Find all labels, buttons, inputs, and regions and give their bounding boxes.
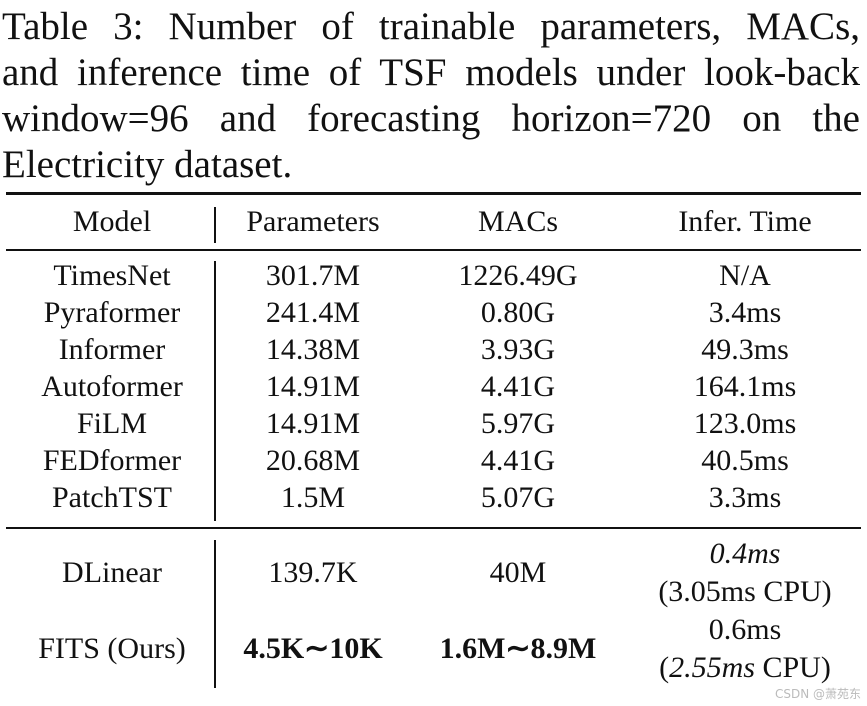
column-divider [214, 540, 216, 688]
cell-text: 14.38M [265, 333, 361, 366]
cell-text: FEDformer [42, 444, 182, 477]
cell-text: 14.91M [265, 370, 361, 403]
cell-text: 40M [489, 556, 547, 589]
cell-text: TimesNet [53, 259, 171, 292]
table-cell: 49.3ms [701, 333, 789, 367]
table-cell: 1.6M∼8.9M [440, 632, 597, 666]
group-rule [6, 527, 861, 529]
table-cell: 40M [490, 556, 547, 590]
caption-line: Electricity dataset. [2, 143, 293, 186]
table-cell: Pyraformer [44, 296, 181, 330]
table-cell: 4.41G [481, 370, 555, 404]
table-cell: Autoformer [41, 370, 183, 404]
table-cell: 14.91M [266, 407, 360, 441]
table-cell: PatchTST [52, 481, 172, 515]
cell-text: 4.41G [480, 370, 556, 403]
table-cell: FiLM [77, 407, 147, 441]
cell-text: DLinear [62, 556, 162, 589]
cell-text: 2.55ms [669, 651, 755, 684]
cell-text: 241.4M [265, 296, 361, 329]
cell-text: N/A [719, 259, 771, 292]
cell-text: 5.97G [480, 407, 556, 440]
cell-text: 3.4ms [708, 296, 782, 329]
caption-line: and inference time of TSF models under l… [2, 51, 860, 94]
table-cell: 4.5K∼10K [243, 632, 382, 666]
table-cell: Infer. Time [678, 205, 811, 239]
table-cell: FITS (Ours) [38, 632, 186, 666]
cell-text: Pyraformer [43, 296, 181, 329]
cell-text: (3.05ms CPU) [658, 575, 832, 608]
table-cell: 0.80G [481, 296, 555, 330]
table-cell: 241.4M [266, 296, 360, 330]
table-cell: (2.55ms CPU) [659, 651, 831, 685]
table-cell: N/A [719, 259, 771, 293]
cell-text: 0.80G [480, 296, 556, 329]
cell-text: 1.6M∼8.9M [439, 632, 597, 665]
table-cell: 14.91M [266, 370, 360, 404]
table-cell: 139.7K [268, 556, 357, 590]
table-cell: 3.4ms [709, 296, 782, 330]
table-cell: 40.5ms [701, 444, 789, 478]
cell-text: Informer [58, 333, 166, 366]
caption-line: window=96 and forecasting horizon=720 on… [2, 97, 860, 140]
cell-text: 40.5ms [701, 444, 789, 477]
cell-text: Model [72, 205, 152, 238]
cell-text: 139.7K [268, 556, 358, 589]
table-cell: 5.07G [481, 481, 555, 515]
watermark: CSDN @萧苑东 [774, 687, 861, 701]
cell-text: FiLM [76, 407, 148, 440]
cell-text: 14.91M [265, 407, 361, 440]
table-cell: 123.0ms [694, 407, 797, 441]
table-cell: 3.3ms [709, 481, 782, 515]
cell-text: FITS (Ours) [38, 632, 186, 665]
table-cell: DLinear [62, 556, 162, 590]
table-cell: (3.05ms CPU) [658, 575, 831, 609]
cell-text: 0.6ms [708, 613, 782, 646]
table-cell: Model [73, 205, 151, 239]
table-cell: 14.38M [266, 333, 360, 367]
table-cell: 301.7M [266, 259, 360, 293]
top-rule [6, 192, 861, 195]
table-cell: 3.93G [481, 333, 555, 367]
cell-text: 5.07G [480, 481, 556, 514]
cell-text: 20.68M [265, 444, 361, 477]
cell-text: Infer. Time [678, 205, 812, 238]
table-cell: 1.5M [281, 481, 345, 515]
table-cell: 4.41G [481, 444, 555, 478]
cell-text: Parameters [246, 205, 380, 238]
cell-text: 49.3ms [701, 333, 789, 366]
column-divider [214, 261, 216, 521]
table-cell: 1226.49G [458, 259, 577, 293]
table-cell: TimesNet [53, 259, 170, 293]
cell-text: 4.5K∼10K [243, 632, 383, 665]
cell-text: 123.0ms [693, 407, 797, 440]
cell-text: Autoformer [41, 370, 183, 403]
cell-text: ( [659, 651, 670, 684]
cell-text: 164.1ms [693, 370, 797, 403]
cell-text: 4.41G [480, 444, 556, 477]
cell-text: 301.7M [265, 259, 361, 292]
table-cell: 20.68M [266, 444, 360, 478]
table-cell: 0.6ms [709, 613, 782, 647]
cell-text: 1.5M [280, 481, 346, 514]
cell-text: 1226.49G [458, 259, 578, 292]
table-cell: MACs [478, 205, 558, 239]
table-cell: 0.4ms [710, 537, 781, 571]
cell-text: 3.3ms [708, 481, 782, 514]
cell-text: CPU) [754, 651, 831, 684]
table-cell: Parameters [246, 205, 379, 239]
table-cell: 5.97G [481, 407, 555, 441]
table-cell: 164.1ms [694, 370, 797, 404]
cell-text: 0.4ms [709, 537, 781, 570]
header-rule [6, 249, 861, 251]
column-divider [214, 207, 216, 243]
table-cell: Informer [59, 333, 166, 367]
caption-line: Table 3: Number of trainable parameters,… [2, 5, 860, 48]
cell-text: MACs [477, 205, 559, 238]
cell-text: 3.93G [480, 333, 556, 366]
table-cell: FEDformer [43, 444, 181, 478]
cell-text: PatchTST [52, 481, 172, 514]
